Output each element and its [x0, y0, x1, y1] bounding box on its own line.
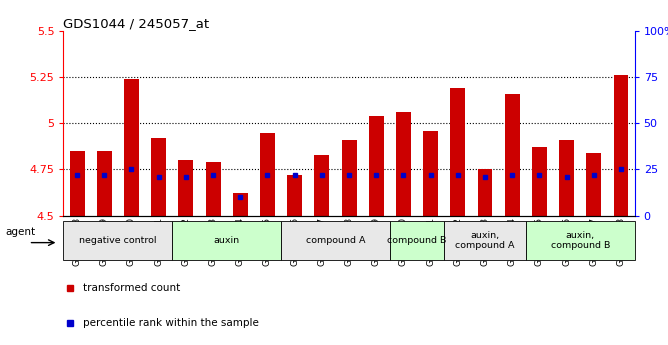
Bar — [526, 221, 635, 260]
Bar — [260, 132, 275, 216]
Bar — [505, 94, 520, 216]
Bar — [69, 151, 85, 216]
Bar — [287, 175, 302, 216]
Bar — [532, 147, 547, 216]
Bar — [315, 155, 329, 216]
Bar — [151, 138, 166, 216]
Bar — [559, 140, 574, 216]
Text: agent: agent — [5, 227, 35, 237]
Bar — [587, 153, 601, 216]
Bar — [369, 116, 383, 216]
Bar — [178, 160, 193, 216]
Text: negative control: negative control — [79, 236, 156, 245]
Bar — [206, 162, 220, 216]
Bar — [478, 169, 492, 216]
Bar — [390, 221, 444, 260]
Text: auxin,
compound B: auxin, compound B — [550, 231, 610, 250]
Text: percentile rank within the sample: percentile rank within the sample — [84, 318, 259, 328]
Bar — [450, 88, 466, 216]
Text: auxin,
compound A: auxin, compound A — [456, 231, 515, 250]
Text: transformed count: transformed count — [84, 284, 181, 293]
Bar — [232, 194, 248, 216]
Bar — [396, 112, 411, 216]
Text: GDS1044 / 245057_at: GDS1044 / 245057_at — [63, 17, 210, 30]
Bar — [172, 221, 281, 260]
Bar — [63, 221, 172, 260]
Bar — [124, 79, 139, 216]
Bar — [341, 140, 357, 216]
Bar — [613, 75, 629, 216]
Bar — [423, 131, 438, 216]
Bar — [444, 221, 526, 260]
Text: compound A: compound A — [306, 236, 365, 245]
Bar — [281, 221, 390, 260]
Text: auxin: auxin — [214, 236, 240, 245]
Text: compound B: compound B — [387, 236, 447, 245]
Bar — [97, 151, 112, 216]
